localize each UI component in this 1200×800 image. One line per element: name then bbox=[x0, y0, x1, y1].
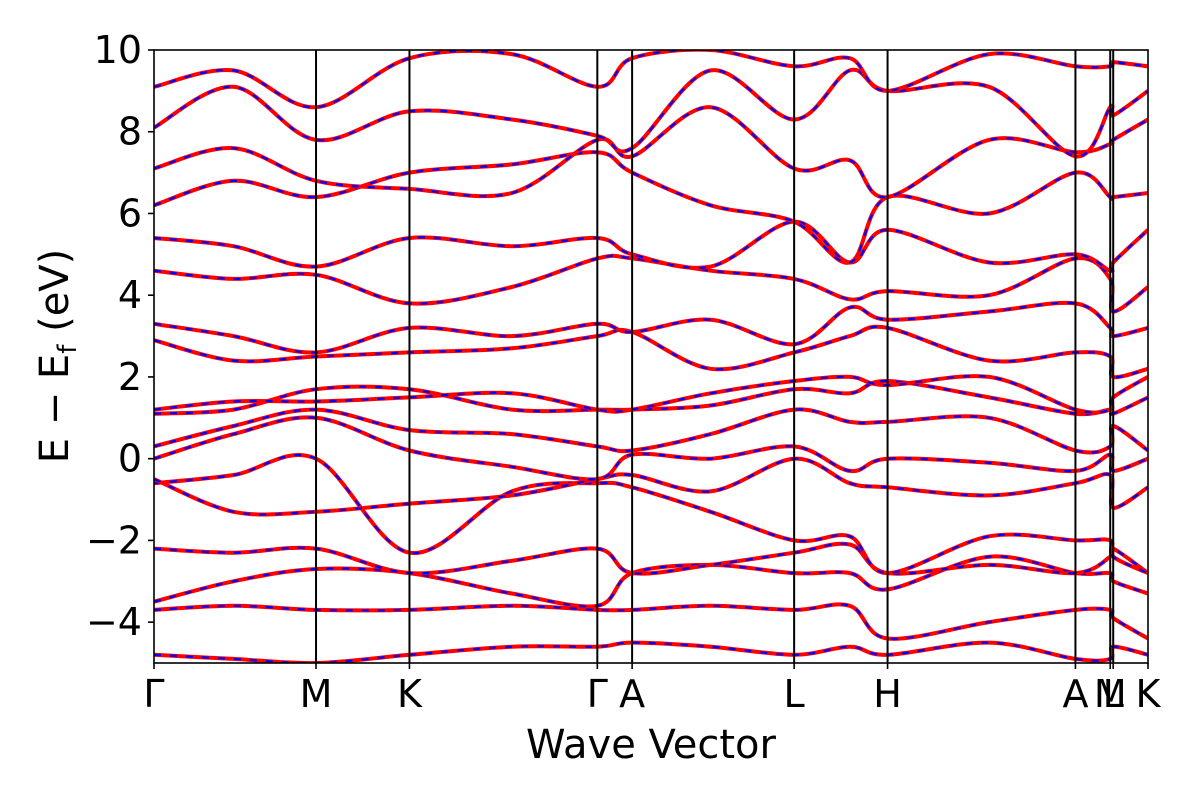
band-line-blue-9 bbox=[154, 375, 1148, 414]
band-line-red-16 bbox=[154, 67, 1148, 159]
band-line-red-0 bbox=[154, 640, 1148, 663]
band-line-blue-13 bbox=[154, 220, 1148, 273]
band-line-red-17 bbox=[154, 50, 1148, 110]
band-line-blue-12 bbox=[154, 254, 1148, 313]
x-tick-label-5: L bbox=[784, 672, 805, 716]
y-axis-label-sub: f bbox=[53, 344, 83, 354]
x-axis-label: Wave Vector bbox=[526, 722, 777, 768]
band-line-red-15 bbox=[154, 105, 1148, 200]
band-line-blue-8 bbox=[154, 379, 1148, 416]
y-axis-label: E − Ef (eV) bbox=[32, 249, 83, 464]
x-tick-label-2: K bbox=[397, 672, 423, 716]
y-axis-label-tail: (eV) bbox=[32, 249, 78, 345]
y-tick-label-2: 6 bbox=[118, 191, 142, 235]
x-axis-ticks: Γ M K Γ A L H A ML K bbox=[143, 663, 1162, 716]
band-line-blue-17 bbox=[154, 50, 1148, 109]
y-tick-label-4: 2 bbox=[118, 355, 142, 399]
y-tick-label-1: 8 bbox=[118, 110, 142, 154]
x-tick-label-9: L bbox=[1103, 672, 1124, 716]
x-tick-label-4: A bbox=[619, 672, 645, 716]
y-tick-label-7: −4 bbox=[86, 600, 142, 644]
y-tick-label-3: 4 bbox=[118, 273, 142, 317]
band-line-blue-0 bbox=[154, 641, 1148, 663]
band-line-blue-6 bbox=[154, 416, 1148, 481]
y-tick-label-0: 10 bbox=[94, 28, 142, 72]
x-tick-label-8: M bbox=[1094, 672, 1127, 716]
band-line-red-14 bbox=[154, 150, 1148, 265]
band-line-blue-5 bbox=[154, 457, 1148, 516]
y-axis-label-lead: E − E bbox=[32, 354, 78, 464]
x-tick-label-7: A bbox=[1062, 672, 1088, 716]
band-line-red-5 bbox=[154, 456, 1148, 517]
band-line-blue-7 bbox=[154, 408, 1148, 454]
band-line-red-13 bbox=[154, 219, 1148, 273]
y-tick-label-6: −2 bbox=[86, 518, 142, 562]
y-tick-label-5: 0 bbox=[118, 437, 142, 481]
band-line-blue-10 bbox=[154, 325, 1148, 379]
band-line-red-3 bbox=[154, 541, 1148, 576]
band-line-blue-15 bbox=[154, 106, 1148, 199]
x-tick-label-6: H bbox=[873, 672, 902, 716]
y-axis-ticks: 10 8 6 4 2 0 −2 −4 bbox=[86, 28, 154, 644]
kpoint-lines bbox=[315, 50, 1115, 663]
band-line-blue-1 bbox=[154, 603, 1148, 640]
band-line-red-11 bbox=[154, 300, 1148, 355]
band-line-blue-14 bbox=[154, 151, 1148, 264]
plot-frame bbox=[153, 49, 1149, 664]
x-tick-label-1: M bbox=[300, 672, 333, 716]
band-line-blue-4 bbox=[154, 453, 1148, 575]
x-tick-label-3: Γ bbox=[587, 672, 608, 716]
x-tick-label-10: K bbox=[1136, 672, 1162, 716]
bands-layer bbox=[154, 50, 1148, 663]
x-tick-label-0: Γ bbox=[143, 672, 164, 716]
